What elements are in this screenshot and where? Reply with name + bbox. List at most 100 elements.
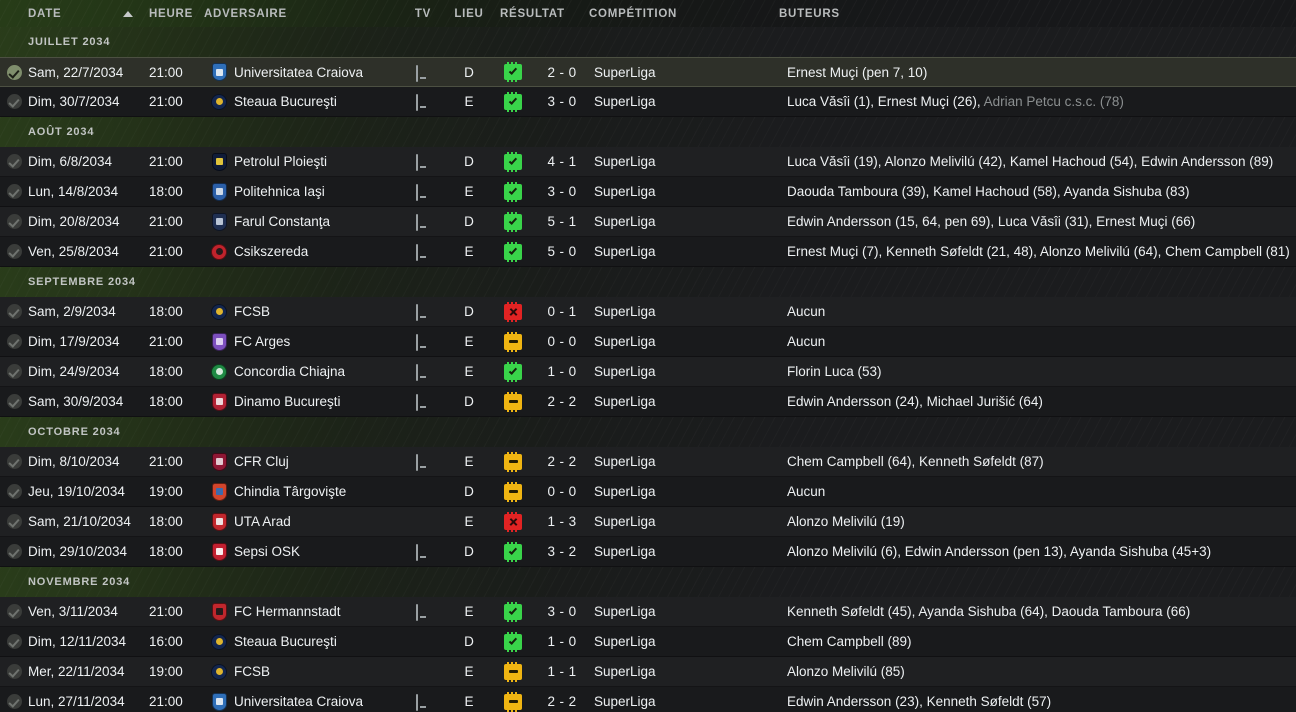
fixture-competition[interactable]: SuperLiga [594, 64, 656, 80]
fixture-competition[interactable]: SuperLiga [594, 364, 656, 379]
fixture-competition[interactable]: SuperLiga [594, 334, 656, 349]
fixture-score[interactable]: 3 - 0 [547, 184, 577, 199]
fixture-select-checkbox[interactable] [0, 184, 28, 199]
fixture-score[interactable]: 1 - 1 [547, 664, 577, 679]
fixture-competition[interactable]: SuperLiga [594, 154, 656, 169]
fixture-select-checkbox[interactable] [0, 64, 28, 80]
fixture-score[interactable]: 1 - 0 [547, 634, 577, 649]
fixture-select-checkbox[interactable] [0, 244, 28, 259]
fixture-score[interactable]: 1 - 3 [547, 514, 577, 529]
fixture-select-checkbox[interactable] [0, 94, 28, 109]
fixture-row[interactable]: Dim, 30/7/2034 21:00 Steaua Bucureşti E 3 - … [0, 87, 1296, 117]
fixture-competition[interactable]: SuperLiga [594, 94, 656, 109]
opponent-name[interactable]: Steaua Bucureşti [234, 634, 337, 649]
fixture-score[interactable]: 5 - 1 [547, 214, 577, 229]
fixture-row[interactable]: Dim, 12/11/2034 16:00 Steaua Bucureşti D 1 -… [0, 627, 1296, 657]
fixture-score[interactable]: 3 - 0 [547, 604, 577, 619]
opponent-name[interactable]: FC Hermannstadt [234, 604, 341, 619]
fixture-select-checkbox[interactable] [0, 544, 28, 559]
fixture-competition[interactable]: SuperLiga [594, 394, 656, 409]
fixture-row[interactable]: Ven, 25/8/2034 21:00 Csikszereda E 5 - 0 Supe… [0, 237, 1296, 267]
fixture-select-checkbox[interactable] [0, 634, 28, 649]
opponent-name[interactable]: Petrolul Ploieşti [234, 154, 328, 169]
fixture-competition[interactable]: SuperLiga [594, 604, 656, 619]
fixture-score[interactable]: 0 - 0 [547, 484, 577, 499]
fixture-row[interactable]: Dim, 17/9/2034 21:00 FC Arges E 0 - 0 SuperLi… [0, 327, 1296, 357]
fixture-row[interactable]: Dim, 6/8/2034 21:00 Petrolul Ploieşti D 4 - … [0, 147, 1296, 177]
fixture-score[interactable]: 2 - 2 [547, 454, 577, 469]
opponent-name[interactable]: Universitatea Craiova [234, 64, 364, 80]
fixture-row[interactable]: Ven, 3/11/2034 21:00 FC Hermannstadt E 3 - 0… [0, 597, 1296, 627]
fixture-score[interactable]: 2 - 2 [547, 394, 577, 409]
opponent-name[interactable]: Dinamo Bucureşti [234, 394, 341, 409]
column-header-resultat[interactable]: RÉSULTAT [500, 7, 565, 20]
fixture-competition[interactable]: SuperLiga [594, 664, 656, 679]
opponent-name[interactable]: Farul Constanţa [234, 214, 331, 229]
opponent-name[interactable]: Universitatea Craiova [234, 694, 364, 709]
fixture-score[interactable]: 1 - 0 [547, 364, 577, 379]
fixture-competition[interactable]: SuperLiga [594, 694, 656, 709]
fixture-select-checkbox[interactable] [0, 154, 28, 169]
fixture-row[interactable]: Dim, 29/10/2034 18:00 Sepsi OSK D 3 - 2 Super… [0, 537, 1296, 567]
column-header-date[interactable]: DATE [28, 7, 62, 20]
column-header-adversaire[interactable]: ADVERSAIRE [204, 7, 287, 20]
fixture-competition[interactable]: SuperLiga [594, 634, 656, 649]
fixture-row[interactable]: Jeu, 19/10/2034 19:00 Chindia Târgovişte D 0… [0, 477, 1296, 507]
fixture-score[interactable]: 2 - 2 [547, 694, 577, 709]
fixture-row[interactable]: Sam, 22/7/2034 21:00 Universitatea Craiova… [0, 57, 1296, 87]
fixture-select-checkbox[interactable] [0, 214, 28, 229]
sort-ascending-icon[interactable] [115, 10, 141, 17]
fixture-row[interactable]: Mer, 22/11/2034 19:00 FCSB E 1 - 1 SuperLiga A… [0, 657, 1296, 687]
fixture-select-checkbox[interactable] [0, 484, 28, 499]
fixture-select-checkbox[interactable] [0, 604, 28, 619]
fixture-competition[interactable]: SuperLiga [594, 244, 656, 259]
fixture-row[interactable]: Dim, 24/9/2034 18:00 Concordia Chiajna E 1 -… [0, 357, 1296, 387]
fixture-score[interactable]: 0 - 1 [547, 304, 577, 319]
fixture-select-checkbox[interactable] [0, 514, 28, 529]
opponent-name[interactable]: Chindia Târgovişte [234, 484, 347, 499]
fixture-competition[interactable]: SuperLiga [594, 454, 656, 469]
fixture-score[interactable]: 5 - 0 [547, 244, 577, 259]
fixture-row[interactable]: Dim, 8/10/2034 21:00 CFR Cluj E 2 - 2 SuperLi… [0, 447, 1296, 477]
fixture-score[interactable]: 0 - 0 [547, 334, 577, 349]
fixture-score[interactable]: 2 - 0 [547, 64, 577, 80]
fixture-score[interactable]: 4 - 1 [547, 154, 577, 169]
opponent-name[interactable]: Politehnica Iaşi [234, 184, 325, 199]
fixture-row[interactable]: Lun, 14/8/2034 18:00 Politehnica Iaşi E 3 - … [0, 177, 1296, 207]
opponent-name[interactable]: FC Arges [234, 334, 291, 349]
fixture-select-checkbox[interactable] [0, 454, 28, 469]
opponent-name[interactable]: FCSB [234, 304, 271, 319]
fixture-competition[interactable]: SuperLiga [594, 304, 656, 319]
fixture-select-checkbox[interactable] [0, 334, 28, 349]
fixture-competition[interactable]: SuperLiga [594, 484, 656, 499]
fixture-competition[interactable]: SuperLiga [594, 184, 656, 199]
opponent-name[interactable]: Steaua Bucureşti [234, 94, 337, 109]
opponent-name[interactable]: FCSB [234, 664, 271, 679]
fixture-row[interactable]: Sam, 21/10/2034 18:00 UTA Arad E 1 - 3 SuperL… [0, 507, 1296, 537]
fixture-score[interactable]: 3 - 2 [547, 544, 577, 559]
fixture-select-checkbox[interactable] [0, 304, 28, 319]
opponent-name[interactable]: Sepsi OSK [234, 544, 301, 559]
fixture-row[interactable]: Dim, 20/8/2034 21:00 Farul Constanţa D 5 - 1… [0, 207, 1296, 237]
fixture-competition[interactable]: SuperLiga [594, 544, 656, 559]
fixture-row[interactable]: Sam, 2/9/2034 18:00 FCSB D 0 - 1 SuperLiga Auc… [0, 297, 1296, 327]
column-header-lieu[interactable]: LIEU [454, 7, 484, 20]
column-header-buteurs[interactable]: BUTEURS [779, 7, 840, 20]
column-header-tv[interactable]: TV [414, 7, 432, 20]
fixture-row[interactable]: Sam, 30/9/2034 18:00 Dinamo Bucureşti D 2 - … [0, 387, 1296, 417]
fixture-score[interactable]: 3 - 0 [547, 94, 577, 109]
column-header-heure[interactable]: HEURE [149, 7, 194, 20]
fixture-competition[interactable]: SuperLiga [594, 514, 656, 529]
fixture-select-checkbox[interactable] [0, 664, 28, 679]
column-header-competition[interactable]: COMPÉTITION [589, 7, 678, 20]
fixture-select-checkbox[interactable] [0, 364, 28, 379]
opponent-name[interactable]: Csikszereda [234, 244, 309, 259]
opponent-name[interactable]: CFR Cluj [234, 454, 289, 469]
fixture-select-checkbox[interactable] [0, 394, 28, 409]
fixture-competition[interactable]: SuperLiga [594, 214, 656, 229]
sort-arrow-glyph [123, 10, 133, 17]
fixture-select-checkbox[interactable] [0, 694, 28, 709]
fixture-row[interactable]: Lun, 27/11/2034 21:00 Universitatea Craiov… [0, 687, 1296, 712]
opponent-name[interactable]: UTA Arad [234, 514, 291, 529]
opponent-name[interactable]: Concordia Chiajna [234, 364, 346, 379]
